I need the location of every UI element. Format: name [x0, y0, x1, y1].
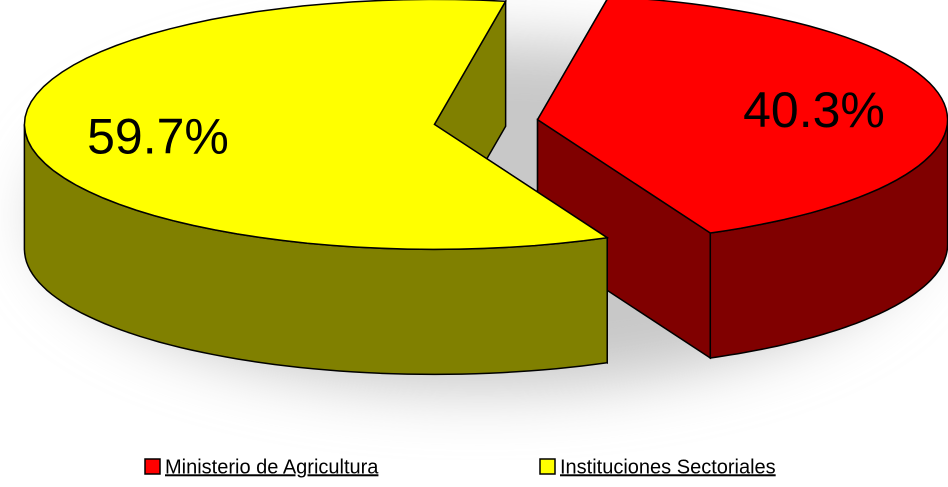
- value-label: 59.7%: [87, 109, 229, 165]
- slice-top: [23, 0, 610, 251]
- slice-top: [536, 0, 948, 234]
- legend-label: Instituciones Sectoriales: [560, 456, 776, 478]
- legend: Ministerio de Agricultura Instituciones S…: [144, 456, 776, 478]
- legend-label: Ministerio de Agricultura: [165, 456, 379, 478]
- pie: 40.3% 59.7%: [23, 0, 948, 376]
- legend-swatch: [539, 458, 556, 475]
- value-label: 40.3%: [743, 82, 885, 138]
- legend-swatch: [144, 458, 161, 475]
